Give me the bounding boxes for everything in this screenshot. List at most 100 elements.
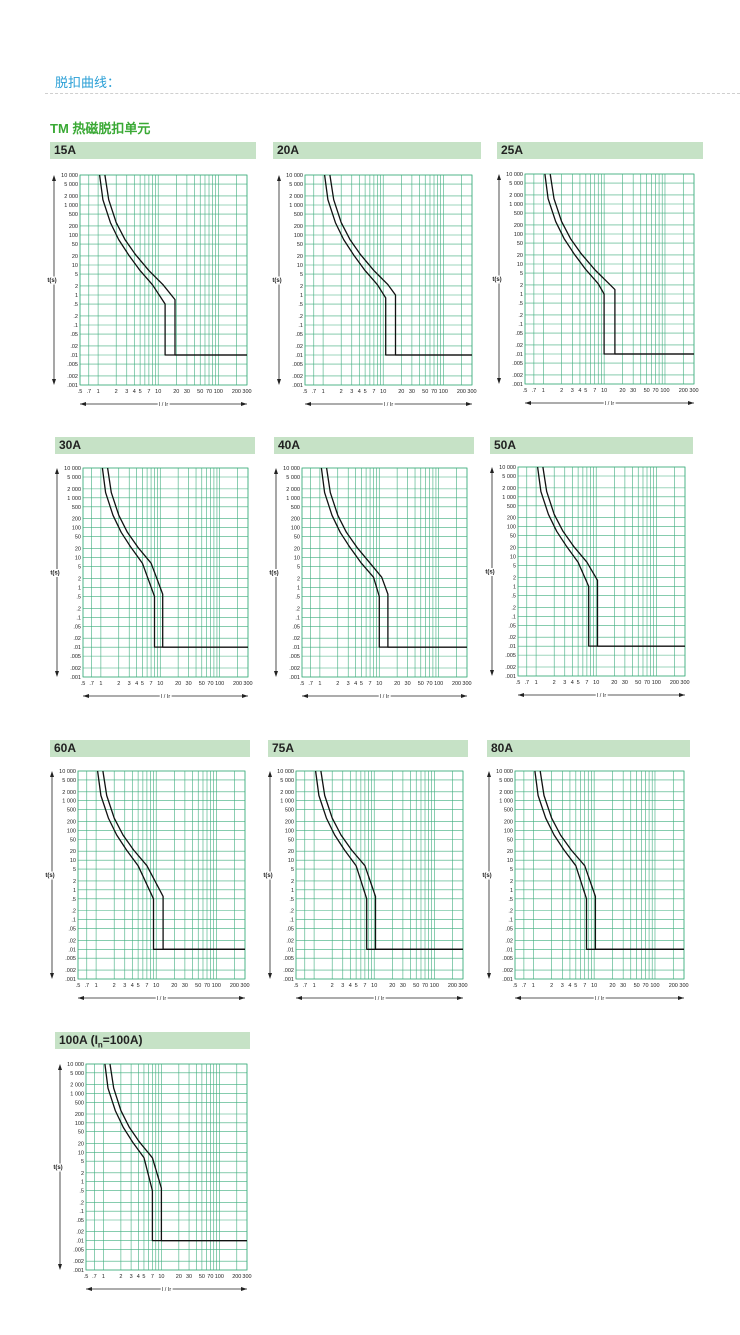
arrow-head-icon <box>58 1064 62 1070</box>
trip-curve-lower-bound <box>104 1063 247 1242</box>
trip-curve-upper-bound <box>102 770 245 950</box>
x-tick-label: 300 <box>240 983 249 989</box>
arrow-head-icon <box>305 402 311 406</box>
y-tick-label: .1 <box>518 322 523 328</box>
y-tick-label: 500 <box>504 808 513 814</box>
y-tick-label: 200 <box>504 819 513 825</box>
x-tick-label: 300 <box>242 389 251 395</box>
y-tick-label: 2 <box>297 576 300 582</box>
x-tick-label: .5 <box>513 983 518 989</box>
y-tick-label: 2 <box>513 575 516 581</box>
y-tick-labels: 10 000 5 000 2 000 1 000 500 200 100 50 20 10 5 2 1.… <box>506 172 523 388</box>
y-tick-label: 10 <box>507 858 513 864</box>
y-tick-label: 5 000 <box>499 778 513 784</box>
plot-frame <box>301 467 468 678</box>
arrow-head-icon <box>678 996 684 1000</box>
y-tick-label: 20 <box>75 547 81 553</box>
y-tick-label: .5 <box>518 301 523 307</box>
trip-curve-lower-bound <box>96 770 245 950</box>
y-tick-label: 10 000 <box>499 465 516 471</box>
trip-curve-chart: 10 000 5 000 2 000 1 000 500 200 100 50 20 10 5 2 1.… <box>481 769 688 1004</box>
rating-label: 20A <box>277 143 300 157</box>
x-tick-label: 10 <box>591 983 597 989</box>
arrow-head-icon <box>83 694 89 698</box>
x-tick-label: .5 <box>300 681 305 687</box>
trip-curve-upper-bound <box>549 173 694 355</box>
y-tick-label: 200 <box>69 224 78 230</box>
y-tick-label: .2 <box>76 606 81 612</box>
x-tick-label: 3 <box>128 681 131 687</box>
x-tick-label: 10 <box>601 388 607 394</box>
x-tick-label: 7 <box>372 389 375 395</box>
x-tick-label: 4 <box>571 680 574 686</box>
arrow-head-icon <box>518 693 524 697</box>
arrow-head-icon <box>268 973 272 979</box>
y-tick-label: 10 000 <box>64 466 81 472</box>
x-tick-label: 200 <box>233 681 242 687</box>
x-tick-label: 100 <box>434 681 443 687</box>
x-tick-label: 50 <box>413 983 419 989</box>
arrow-head-icon <box>497 378 501 384</box>
x-tick-label: 2 <box>113 983 116 989</box>
x-tick-label: 100 <box>660 388 669 394</box>
y-axis-label: t(s) <box>482 873 491 879</box>
trip-curve-lower-bound <box>534 770 684 950</box>
x-tick-labels: .5.7 1 2 3 4 5 7 10 20 30 50 70 100 200 300 <box>81 681 253 687</box>
y-tick-label: .005 <box>289 654 300 660</box>
y-tick-label: 1 <box>81 1180 84 1186</box>
x-tick-label: 20 <box>611 680 617 686</box>
panel-rating-header: 50A <box>490 437 693 454</box>
arrow-head-icon <box>239 996 245 1000</box>
x-tick-label: 30 <box>184 389 190 395</box>
x-tick-label: 1 <box>542 388 545 394</box>
x-tick-label: 5 <box>355 983 358 989</box>
x-tick-label: 3 <box>563 680 566 686</box>
y-tick-label: .2 <box>71 909 76 915</box>
y-tick-label: 500 <box>291 505 300 511</box>
y-tick-label: 5 000 <box>502 474 516 480</box>
trip-curve-lower-bound <box>536 466 685 647</box>
panel-rating-header: 15A <box>50 142 256 159</box>
x-tick-label: 300 <box>679 983 688 989</box>
plot-frame <box>85 1063 248 1271</box>
y-tick-label: .005 <box>505 653 516 659</box>
y-tick-label: 1 <box>297 585 300 591</box>
x-tick-label: .7 <box>522 983 527 989</box>
y-tick-label: .001 <box>70 675 81 681</box>
y-tick-label: 20 <box>72 254 78 260</box>
y-tick-label: 2 <box>81 1171 84 1177</box>
x-tick-label: 2 <box>553 680 556 686</box>
x-tick-label: 20 <box>609 983 615 989</box>
x-tick-label: 70 <box>642 983 648 989</box>
y-tick-label: .05 <box>286 927 294 933</box>
rating-label: 15A <box>54 143 77 157</box>
y-tick-label: .001 <box>512 382 523 388</box>
arrow-head-icon <box>688 401 694 405</box>
y-axis-label: t(s) <box>47 278 56 284</box>
plot-frame <box>304 174 473 386</box>
arrow-head-icon <box>242 694 248 698</box>
y-tick-label: 500 <box>69 212 78 218</box>
x-tick-label: 70 <box>204 983 210 989</box>
y-tick-label: .02 <box>76 1230 84 1236</box>
x-tick-label: .7 <box>84 983 89 989</box>
x-tick-label: 200 <box>448 983 457 989</box>
x-tick-label: 50 <box>635 680 641 686</box>
y-tick-label: .001 <box>283 977 294 983</box>
x-tick-label: 300 <box>680 680 689 686</box>
arrow-head-icon <box>86 1287 92 1291</box>
arrow-head-icon <box>78 996 84 1000</box>
y-tick-labels: 10 000 5 000 2 000 1 000 500 200 100 50 20 10 5 2 1.… <box>67 1062 84 1274</box>
y-tick-label: .005 <box>65 956 76 962</box>
panel-rating-header: 75A <box>268 740 468 757</box>
plot-frame <box>77 770 246 980</box>
y-tick-label: 20 <box>78 1141 84 1147</box>
arrow-head-icon <box>679 693 685 697</box>
plot-frame <box>517 466 686 677</box>
x-tick-label: 100 <box>212 983 221 989</box>
y-tick-label: 5 <box>78 565 81 571</box>
trip-curve-upper-bound <box>539 770 684 950</box>
x-tick-label: .7 <box>308 681 313 687</box>
x-tick-label: 3 <box>571 388 574 394</box>
x-tick-label: 300 <box>467 389 476 395</box>
